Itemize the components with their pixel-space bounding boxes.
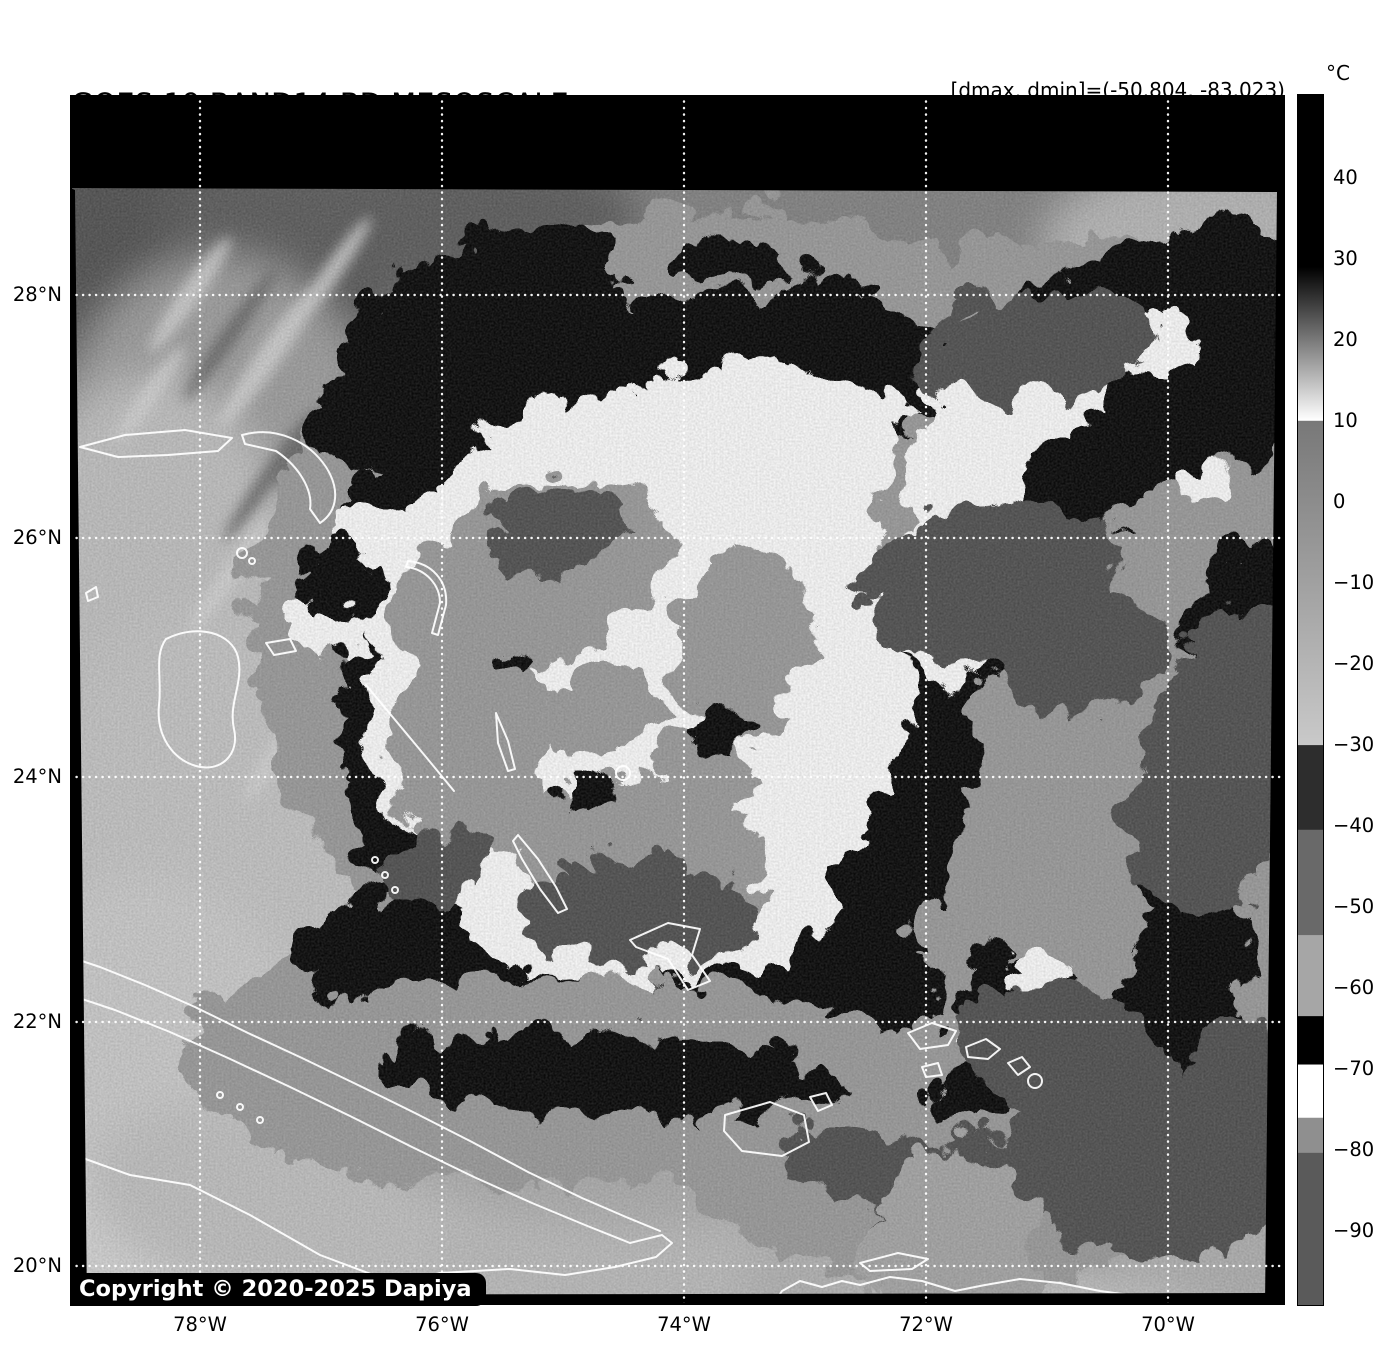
colorbar-tick: 40	[1333, 166, 1358, 189]
colorbar-tick: 0	[1333, 490, 1346, 513]
lon-label: 76°W	[415, 1313, 469, 1336]
coast-turks	[1027, 1073, 1043, 1089]
coast-new-providence	[265, 638, 297, 656]
coast-little-inagua	[809, 1092, 833, 1112]
lon-label: 78°W	[173, 1313, 227, 1336]
grain-dark	[70, 95, 1285, 1305]
colorbar-tick: −30	[1333, 733, 1375, 756]
coast-ragged-cays-3	[391, 886, 399, 894]
coast-ragged-cays-2	[381, 871, 389, 879]
coast-eleuthera	[405, 560, 448, 636]
coast-caicos	[907, 1022, 1031, 1078]
lon-label: 72°W	[899, 1313, 953, 1336]
map-frame	[70, 95, 1285, 1305]
coastlines	[70, 429, 1221, 1305]
coast-berry-islands-2	[248, 557, 256, 565]
coast-grand-bahama	[79, 429, 233, 458]
coast-ragged-cays	[371, 856, 379, 864]
coast-cuba-keys	[70, 955, 661, 1232]
colorbar-tick: 10	[1333, 409, 1358, 432]
coast-cat-island	[495, 712, 516, 772]
lon-label: 70°W	[1141, 1313, 1195, 1336]
satellite-map: Copyright © 2020-2025 Dapiya	[70, 95, 1285, 1306]
scan-edge-top	[70, 95, 1285, 192]
colorbar-tick: −80	[1333, 1138, 1375, 1161]
colorbar-tick: 20	[1333, 328, 1358, 351]
coast-long-island	[512, 834, 568, 914]
coast-camaguey-cays	[216, 1091, 224, 1099]
coast-abaco	[241, 431, 337, 524]
scan-edge-left	[70, 188, 87, 1305]
scan-edge-right	[1265, 192, 1285, 1305]
colorbar-unit: °C	[1326, 61, 1350, 85]
lat-label: 22°N	[12, 1010, 62, 1033]
lat-label: 24°N	[12, 765, 62, 788]
satellite-imagery	[70, 95, 1285, 1305]
lon-label: 74°W	[657, 1313, 711, 1336]
coast-andros	[157, 630, 241, 769]
colorbar-tick: −60	[1333, 976, 1375, 999]
coast-camaguey-cays-3	[256, 1116, 264, 1124]
coast-camaguey-cays-2	[236, 1103, 244, 1111]
colorbar-tick: −90	[1333, 1219, 1375, 1242]
coast-tortuga	[859, 1252, 929, 1272]
coast-bimini	[85, 586, 99, 602]
colorbar-tick: −70	[1333, 1057, 1375, 1080]
coast-crooked-acklins	[629, 922, 711, 991]
coast-berry-islands	[236, 547, 248, 559]
graticule	[70, 95, 1285, 1305]
colorbar-tick: −40	[1333, 814, 1375, 837]
coast-exuma-cays	[365, 684, 455, 792]
lat-label: 28°N	[12, 283, 62, 306]
colorbar-tick: 30	[1333, 247, 1358, 270]
lat-label: 26°N	[12, 526, 62, 549]
colorbar-tick: −20	[1333, 652, 1375, 675]
colorbar-tick: −50	[1333, 895, 1375, 918]
copyright-badge: Copyright © 2020-2025 Dapiya	[70, 1273, 486, 1306]
colorbar	[1297, 94, 1324, 1306]
coast-cuba-mainland	[70, 993, 673, 1286]
coast-san-salvador	[615, 765, 631, 781]
lat-label: 20°N	[12, 1254, 62, 1277]
coast-great-inagua	[723, 1101, 810, 1157]
colorbar-tick: −10	[1333, 571, 1375, 594]
